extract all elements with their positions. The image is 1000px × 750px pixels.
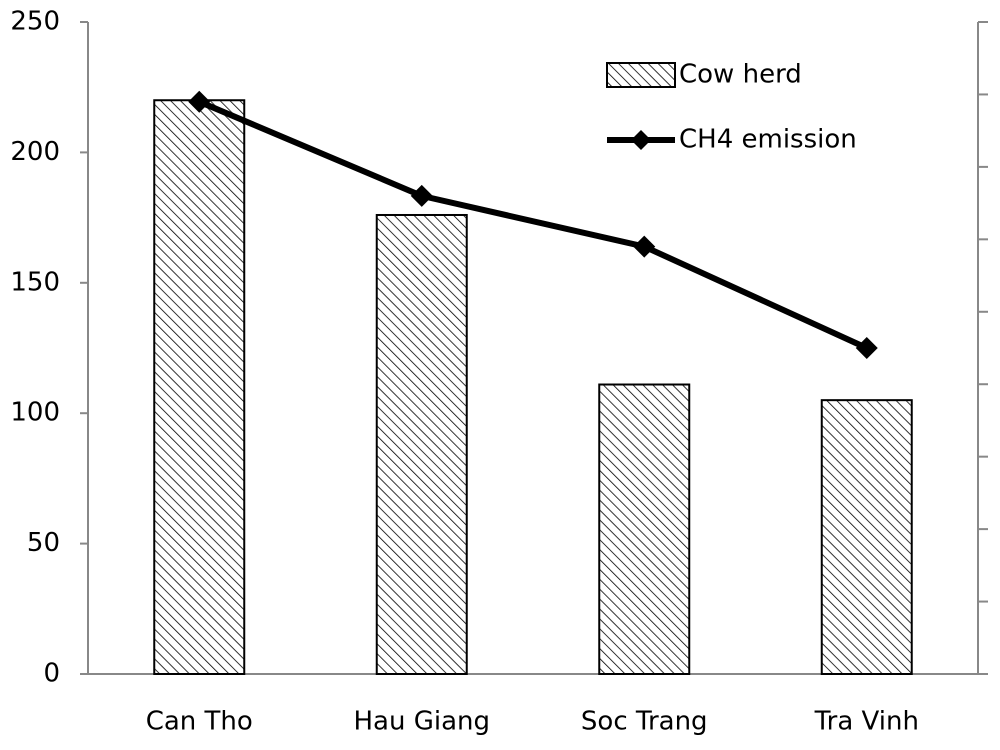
marker [633,235,656,258]
x-tick-label: Can Tho [146,707,253,737]
y-tick-label: 100 [10,398,60,428]
marker [410,184,433,207]
y-tick-label: 200 [10,137,60,167]
y-tick-label: 150 [10,267,60,297]
legend-marker [631,130,651,150]
legend-label: Cow herd [679,60,802,90]
x-tick-label: Hau Giang [353,707,490,737]
marker [855,337,878,359]
bar [153,99,246,676]
line [198,98,868,351]
y-tick-label: 0 [43,659,60,689]
bar [375,213,468,675]
x-tick-label: Soc Trang [581,707,708,737]
bar [820,399,913,675]
y-tick-label: 250 [10,7,60,37]
y-tick-label: 50 [27,528,60,558]
legend-label: CH4 emission [679,125,857,155]
bar [598,383,691,675]
legend-swatch [606,62,676,88]
x-tick-label: Tra Vinh [814,707,919,737]
marker [188,90,211,113]
